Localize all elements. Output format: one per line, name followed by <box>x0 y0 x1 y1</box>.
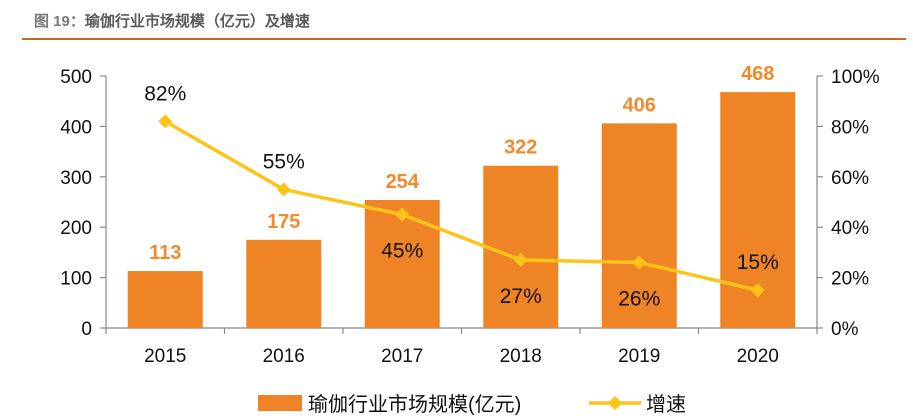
growth-value-label: 45% <box>381 240 423 263</box>
y-right-tick-label: 60% <box>831 168 869 189</box>
figure-number: 图 19： <box>34 13 85 30</box>
legend-line-label: 增速 <box>646 393 686 416</box>
growth-value-label: 55% <box>263 150 305 173</box>
x-tick-label: 2017 <box>381 346 423 367</box>
y-right-tick-label: 100% <box>831 67 880 88</box>
y-right-tick-label: 40% <box>831 218 869 239</box>
y-left-tick-label: 300 <box>60 168 92 189</box>
figure-title: 图 19：瑜伽行业市场规模（亿元）及增速 <box>34 10 310 31</box>
y-left-tick-label: 500 <box>60 67 92 88</box>
y-right-tick-label: 80% <box>831 117 869 138</box>
y-left-tick-label: 400 <box>60 117 92 138</box>
y-left-tick-label: 100 <box>60 269 92 290</box>
legend-bar-label: 瑜伽行业市场规模(亿元) <box>308 393 521 416</box>
growth-point <box>158 114 173 129</box>
growth-line <box>158 114 765 298</box>
growth-value-label: 27% <box>500 285 542 308</box>
x-tick-label: 2016 <box>263 346 305 367</box>
growth-point <box>395 207 410 222</box>
bar <box>483 165 559 328</box>
x-tick-label: 2020 <box>737 346 779 367</box>
legend-line-marker <box>608 396 622 410</box>
y-right-tick-label: 0% <box>831 319 859 340</box>
bars <box>127 92 796 329</box>
bar <box>246 239 322 328</box>
x-tick-label: 2018 <box>500 346 542 367</box>
x-tick-label: 2015 <box>144 346 186 367</box>
growth-value-label: 15% <box>737 251 779 274</box>
bar-value-label: 113 <box>149 242 181 264</box>
growth-point <box>513 252 528 267</box>
title-rule <box>22 38 906 40</box>
growth-value-label: 82% <box>144 82 186 105</box>
legend: 瑜伽行业市场规模(亿元) 增速 <box>258 393 686 416</box>
bar-value-label: 254 <box>386 171 420 193</box>
figure-title-text: 瑜伽行业市场规模（亿元）及增速 <box>84 13 310 30</box>
bar-value-label: 175 <box>267 211 300 233</box>
bar <box>601 123 677 328</box>
growth-value-label: 26% <box>618 287 660 310</box>
bar-value-label: 406 <box>623 94 656 116</box>
y-left-tick-label: 200 <box>60 218 92 239</box>
legend-bar-swatch <box>258 395 302 411</box>
y-left-tick-label: 0 <box>81 319 92 340</box>
x-tick-label: 2019 <box>618 346 660 367</box>
growth-point <box>276 182 291 197</box>
pct-labels: 82% 55% 45% 27% 26% 15% <box>144 82 779 310</box>
bar-value-label: 322 <box>504 137 537 159</box>
axes: 0 100 200 300 400 500 0% 20% 40% 60% 80% 100% 2015 20… <box>60 67 879 367</box>
growth-line-path <box>164 119 759 292</box>
growth-point <box>632 255 647 270</box>
growth-point <box>750 283 765 298</box>
bar-labels: 113 175 254 322 406 468 <box>149 63 774 264</box>
bar <box>127 271 203 328</box>
bar-value-label: 468 <box>741 63 774 85</box>
y-right-tick-label: 20% <box>831 269 869 290</box>
